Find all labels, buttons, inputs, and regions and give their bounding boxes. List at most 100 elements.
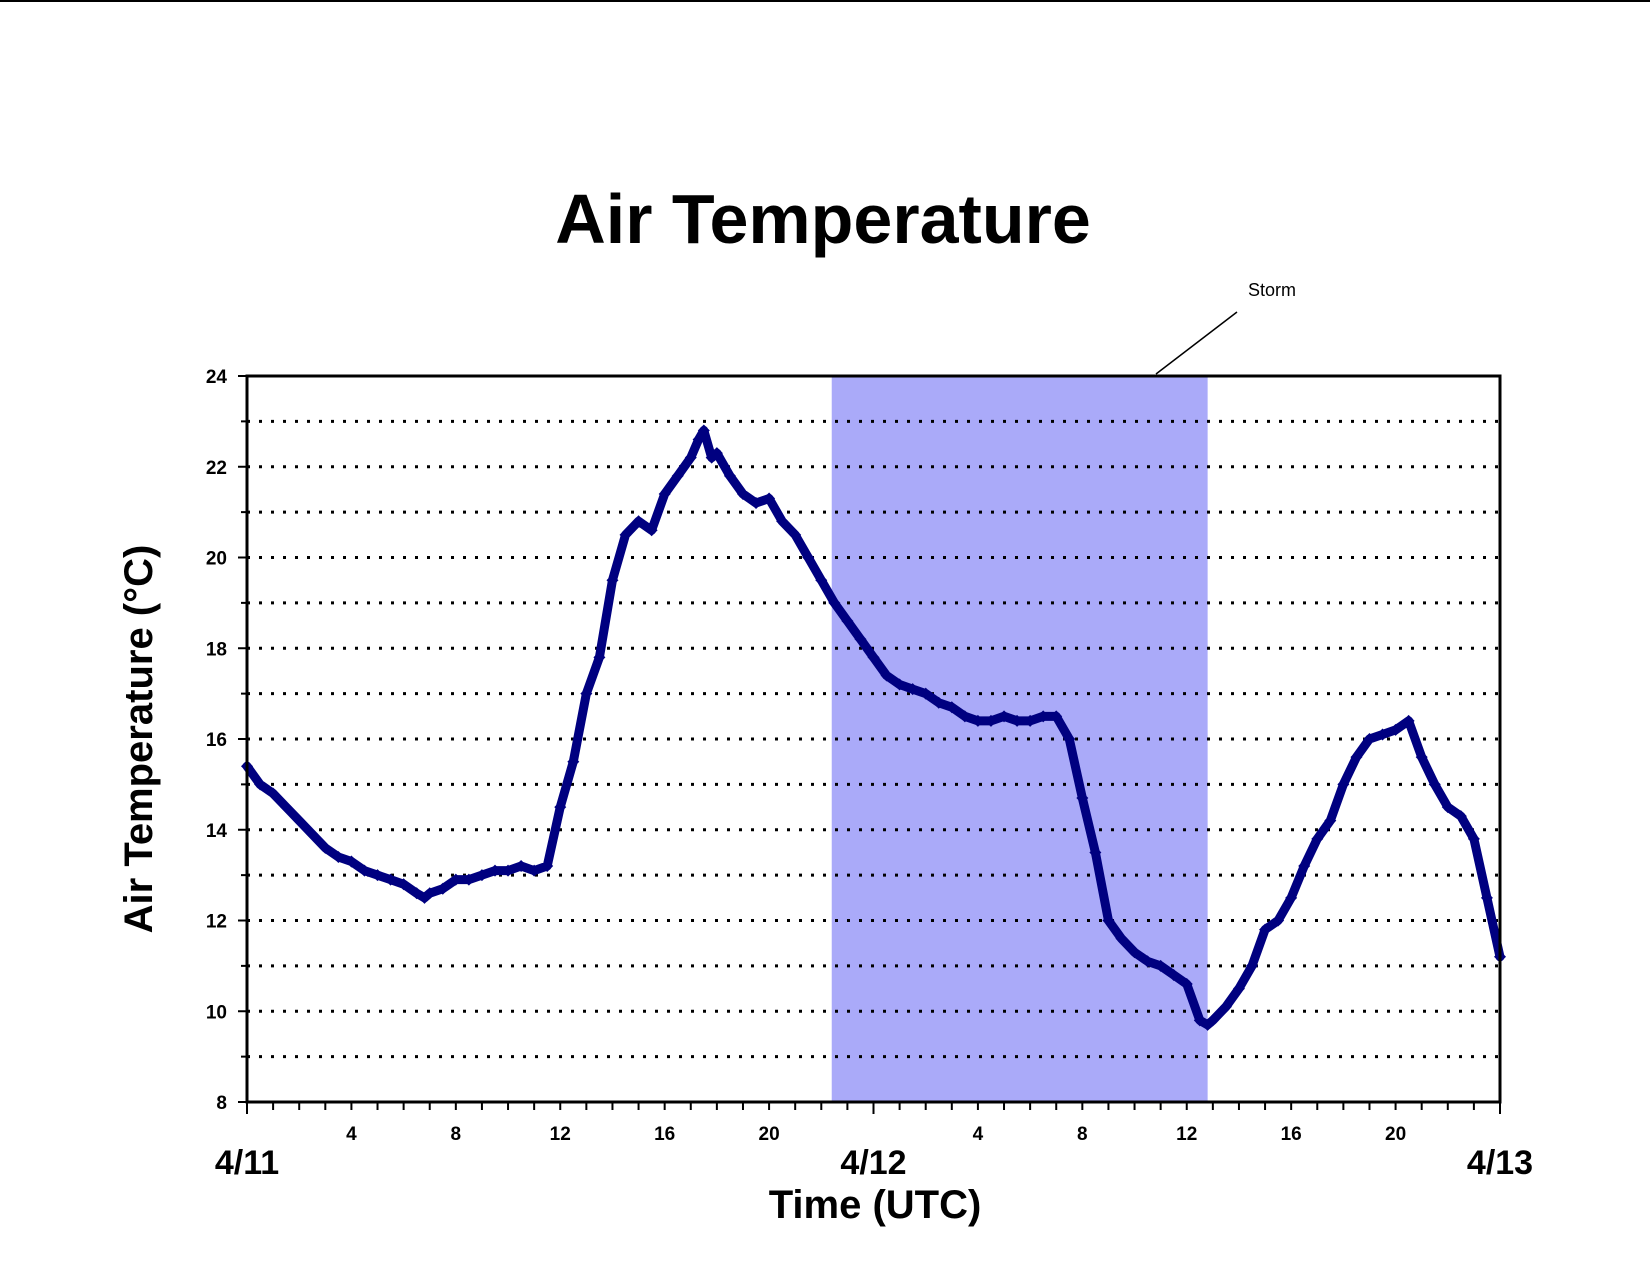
data-point [671,469,684,482]
data-point [410,887,423,900]
data-point [776,515,789,528]
data-point [502,864,515,877]
y-tick-label: 10 [206,1002,227,1023]
data-point [1115,932,1128,945]
data-point [384,873,397,886]
data-point [1024,714,1037,727]
data-point [488,864,501,877]
data-point [541,860,554,873]
data-point [750,497,763,510]
data-point [345,855,358,868]
storm-annotation-leader [1155,311,1238,375]
data-point [1350,751,1363,764]
data-point [449,873,462,886]
plot-frame [245,374,1502,1104]
data-point [684,451,697,464]
data-point [919,687,932,700]
data-point [1389,723,1402,736]
data-point [1011,714,1024,727]
data-point [1324,814,1337,827]
data-point [1141,955,1154,968]
data-point [984,714,997,727]
data-point [619,528,632,541]
y-tick-label: 14 [206,821,228,842]
x-tick-label: 16 [1281,1124,1302,1145]
x-date-label: 4/11 [215,1144,279,1182]
data-point [267,787,280,800]
top-border-line [0,0,1650,2]
x-tick-label: 4 [973,1124,984,1145]
data-point [1441,801,1454,814]
data-point [397,878,410,891]
chart-title: Air Temperature [555,180,1091,258]
data-point [1089,846,1102,859]
y-tick-label: 8 [216,1093,227,1114]
data-point [1402,714,1415,727]
x-tick-label: 4 [346,1124,357,1145]
data-point [280,801,293,814]
data-point [1428,778,1441,791]
data-point [789,528,802,541]
data-point [358,864,371,877]
data-point [1063,733,1076,745]
data-point [971,714,984,727]
y-tick-label: 12 [206,912,227,933]
data-point [867,651,880,664]
data-point [1467,832,1480,845]
data-point [293,814,306,827]
data-point [462,873,475,886]
data-point [1201,1018,1214,1031]
data-point [697,424,710,437]
data-point [723,469,736,482]
data-point [1154,959,1167,972]
x-tick-label: 20 [1385,1124,1406,1145]
x-tick-label: 16 [654,1124,675,1145]
storm-shaded-region [831,376,1208,1102]
data-point [958,710,971,723]
data-point [1232,982,1245,995]
data-point [1363,733,1376,745]
data-point [606,574,619,587]
data-point [306,828,319,841]
data-point [1480,891,1493,904]
data-point [802,551,815,564]
data-point [1259,923,1272,936]
data-point [1180,978,1193,991]
data-point [1206,1014,1219,1027]
data-point [332,850,345,863]
x-date-label: 4/13 [1467,1144,1533,1182]
data-point [554,801,567,814]
data-point [319,841,332,854]
data-point [1298,860,1311,873]
y-tick-label: 18 [206,639,227,660]
x-axis-label: Time (UTC) [769,1183,982,1227]
y-axis-label: Air Temperature (°C) [117,545,161,934]
data-point [906,683,919,696]
data-point [763,492,776,505]
data-point [1337,778,1350,791]
data-point [371,869,384,882]
data-point [1285,891,1298,904]
data-point [1076,791,1089,804]
data-point [658,487,671,500]
data-point [423,887,436,900]
data-point [828,596,841,609]
data-point [998,710,1011,723]
data-point [1272,914,1285,927]
data-point [593,651,606,664]
data-point [528,864,541,877]
data-point [710,447,723,460]
data-point [1193,1014,1206,1027]
data-point [632,515,645,528]
data-point [254,778,267,791]
x-tick-label: 8 [1077,1124,1088,1145]
data-point [945,701,958,714]
data-point [1219,1000,1232,1013]
storm-annotation-label: Storm [1248,280,1296,300]
data-point [1102,914,1115,927]
data-point [436,882,449,895]
data-point [854,633,867,646]
y-tick-label: 22 [206,458,227,479]
data-point [1037,710,1050,723]
